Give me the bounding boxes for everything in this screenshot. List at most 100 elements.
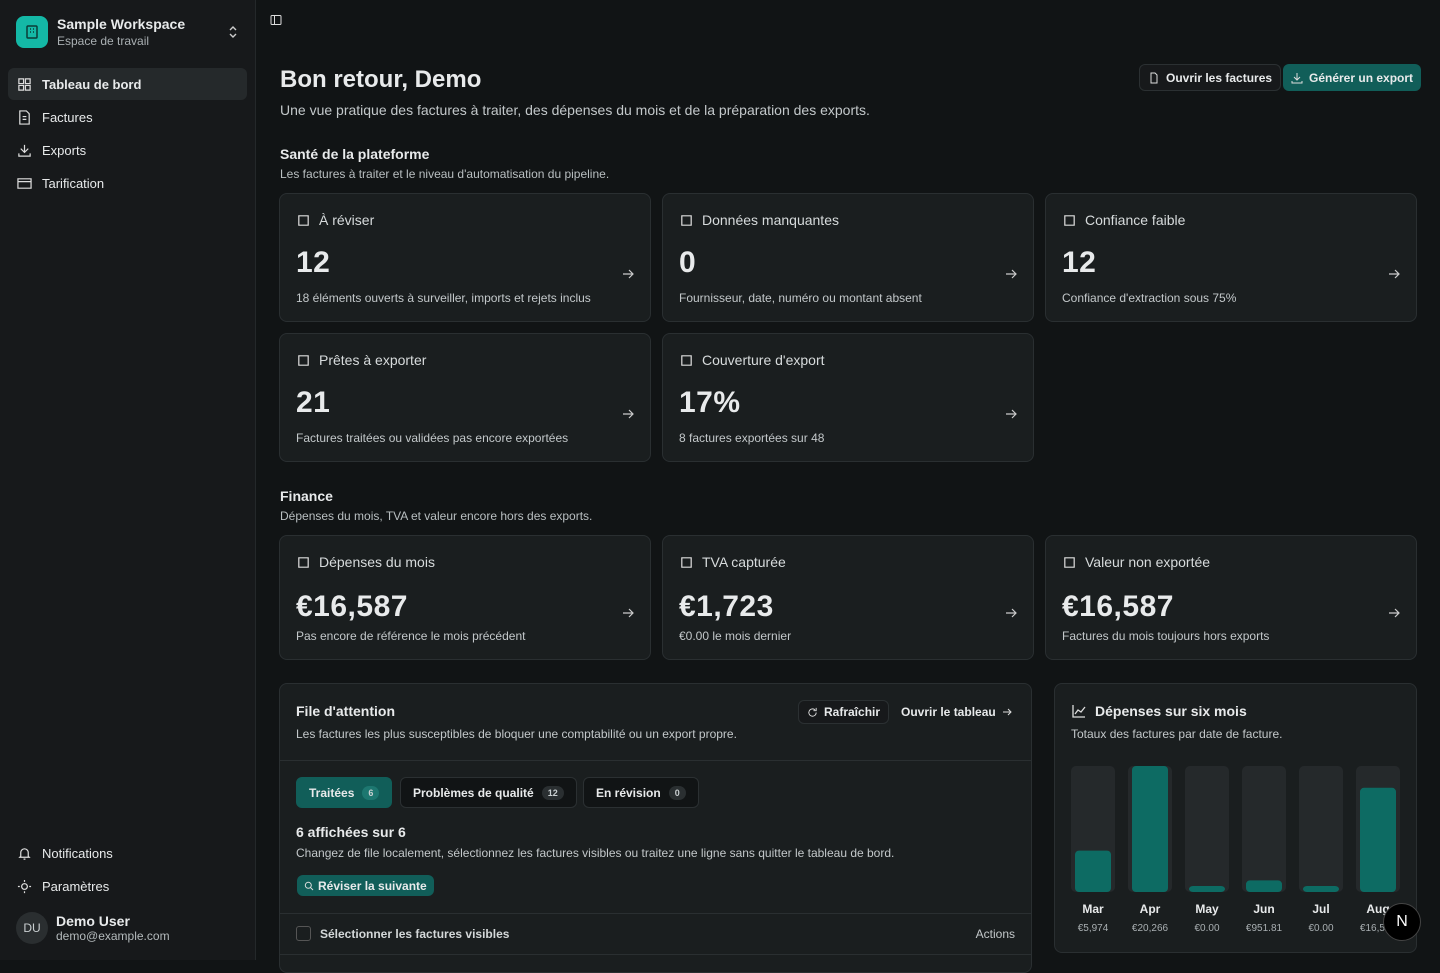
nav-item[interactable]: Paramètres bbox=[8, 870, 247, 902]
sidebar-toggle[interactable] bbox=[270, 14, 282, 26]
export-button[interactable]: Générer un export bbox=[1283, 64, 1422, 91]
user-menu[interactable]: DU Demo User demo@example.com bbox=[16, 912, 170, 944]
card-label: Couverture d'export bbox=[679, 352, 825, 368]
card-label: Valeur non exportée bbox=[1062, 554, 1210, 570]
bar-track bbox=[1185, 766, 1229, 892]
page-title: Bon retour, Demo bbox=[280, 66, 482, 93]
card-note: 18 éléments ouverts à surveiller, import… bbox=[296, 291, 591, 305]
card-label: Dépenses du mois bbox=[296, 554, 435, 570]
stat-card[interactable]: TVA capturée €1,723 €0.00 le mois dernier bbox=[662, 535, 1034, 660]
open-board-button[interactable]: Ouvrir le tableau bbox=[893, 700, 1020, 724]
card-note: Pas encore de référence le mois précéden… bbox=[296, 629, 526, 643]
nav-item[interactable]: Notifications bbox=[8, 837, 247, 869]
chart-title: Dépenses sur six mois bbox=[1095, 703, 1247, 719]
x-tick-label: Jul bbox=[1312, 902, 1329, 916]
workspace-switcher[interactable]: Sample Workspace Espace de travail bbox=[16, 16, 240, 48]
icon bbox=[1064, 214, 1075, 226]
bar bbox=[1189, 886, 1225, 892]
card-note: Confiance d'extraction sous 75% bbox=[1062, 291, 1237, 305]
review-next-button[interactable]: Réviser la suivante bbox=[297, 875, 434, 896]
bar-track bbox=[1242, 766, 1286, 892]
stat-card[interactable]: Valeur non exportée €16,587 Factures du mo… bbox=[1045, 535, 1417, 660]
card-note: Factures traitées ou validées pas encore… bbox=[296, 431, 569, 445]
stat-card[interactable]: Dépenses du mois €16,587 Pas encore de réf… bbox=[279, 535, 651, 660]
divider bbox=[280, 760, 1031, 761]
queue-panel: File d'attention Les factures les plus s… bbox=[279, 683, 1032, 973]
value-label: €951.81 bbox=[1246, 923, 1283, 934]
card-value: 0 bbox=[679, 246, 697, 279]
value-label: €0.00 bbox=[1194, 923, 1219, 934]
tab-count: 12 bbox=[541, 785, 564, 800]
main-nav: Tableau de bord Factures Exports Tarificati… bbox=[8, 68, 247, 200]
x-tick-label: Aug bbox=[1366, 902, 1389, 916]
nav-item[interactable]: Tableau de bord bbox=[8, 68, 247, 100]
card-label-text: Dépenses du mois bbox=[319, 554, 435, 570]
workspace-logo bbox=[16, 16, 48, 48]
icon bbox=[1064, 556, 1075, 568]
queue-tab[interactable]: En révision 0 bbox=[583, 777, 699, 808]
card-label-text: À réviser bbox=[319, 212, 375, 228]
value-label: €5,974 bbox=[1078, 923, 1109, 934]
actions-header: Actions bbox=[975, 927, 1015, 941]
stat-card[interactable]: À réviser 12 18 éléments ouverts à surveil… bbox=[279, 193, 651, 322]
icon bbox=[298, 556, 309, 568]
x-tick-label: Mar bbox=[1082, 902, 1104, 916]
bar bbox=[1132, 766, 1168, 892]
section-subtitle: Dépenses du mois, TVA et valeur encore h… bbox=[280, 509, 593, 523]
section-subtitle: Les factures à traiter et le niveau d'au… bbox=[280, 167, 610, 181]
nav-label: Paramètres bbox=[42, 878, 110, 894]
card-label: Prêtes à exporter bbox=[296, 352, 426, 368]
card-label-text: Valeur non exportée bbox=[1085, 554, 1211, 570]
nav-label: Tarification bbox=[42, 175, 105, 191]
x-tick-label: Jun bbox=[1253, 902, 1274, 916]
stat-card[interactable]: Confiance faible 12 Confiance d'extraction… bbox=[1045, 193, 1417, 322]
user-name: Demo User bbox=[56, 913, 130, 929]
chart-panel: Dépenses sur six mois Totaux des facture… bbox=[1054, 683, 1417, 953]
tab-label: Traitées bbox=[309, 785, 355, 800]
card-note: €0.00 le mois dernier bbox=[679, 629, 792, 643]
section-title: Santé de la plateforme bbox=[280, 146, 430, 162]
card-arrow bbox=[622, 407, 634, 425]
stat-card[interactable]: Couverture d'export 17% 8 factures exporté… bbox=[662, 333, 1034, 462]
card-label: Confiance faible bbox=[1062, 212, 1185, 228]
icon bbox=[18, 144, 31, 157]
nav-item[interactable]: Factures bbox=[8, 101, 247, 133]
card-arrow bbox=[1388, 606, 1400, 624]
nav-label: Notifications bbox=[42, 845, 113, 861]
card-arrow bbox=[1005, 606, 1017, 624]
card-arrow bbox=[1005, 267, 1017, 285]
button-label: Réviser la suivante bbox=[318, 878, 427, 893]
tab-label: Problèmes de qualité bbox=[413, 785, 534, 800]
card-value: €16,587 bbox=[296, 590, 408, 623]
avatar: DU bbox=[16, 912, 48, 944]
queue-subtitle: Les factures les plus susceptibles de bl… bbox=[296, 727, 737, 741]
tab-count: 0 bbox=[668, 785, 686, 800]
icon bbox=[681, 556, 692, 568]
nav-item[interactable]: Tarification bbox=[8, 167, 247, 199]
card-label-text: TVA capturée bbox=[702, 554, 786, 570]
queue-tab[interactable]: Problèmes de qualité 12 bbox=[400, 777, 577, 808]
icon bbox=[18, 847, 31, 860]
card-label: Données manquantes bbox=[679, 212, 839, 228]
select-all-checkbox[interactable] bbox=[296, 926, 311, 941]
icon bbox=[18, 77, 31, 91]
icon bbox=[681, 214, 692, 226]
section-title: Finance bbox=[280, 488, 333, 504]
stat-card[interactable]: Données manquantes 0 Fournisseur, date, nu… bbox=[662, 193, 1034, 322]
refresh-button[interactable]: Rafraîchir bbox=[798, 700, 890, 724]
value-label: €16,587 bbox=[1360, 923, 1397, 934]
card-value: 21 bbox=[296, 386, 331, 419]
divider bbox=[280, 954, 1031, 955]
chart-icon bbox=[1072, 705, 1086, 718]
nav-item[interactable]: Exports bbox=[8, 134, 247, 166]
button-label: Rafraîchir bbox=[824, 705, 881, 719]
bottom-nav: Notifications Paramètres bbox=[8, 837, 247, 903]
stat-card[interactable]: Prêtes à exporter 21 Factures traitées ou … bbox=[279, 333, 651, 462]
select-all-label: Sélectionner les factures visibles bbox=[320, 927, 510, 941]
page-subtitle: Une vue pratique des factures à traiter,… bbox=[280, 102, 870, 118]
workspace-name: Sample Workspace bbox=[57, 16, 186, 32]
queue-tab[interactable]: Traitées 6 bbox=[296, 777, 393, 808]
open-invoices-button[interactable]: Ouvrir les factures bbox=[1139, 64, 1282, 91]
assistant-button[interactable]: N bbox=[1383, 903, 1421, 941]
